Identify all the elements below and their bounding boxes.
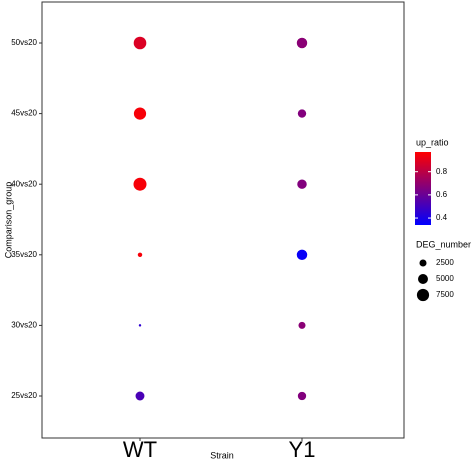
panel [41, 1, 405, 439]
size-legend-label: 2500 [436, 258, 454, 267]
y-tick-label: 25vs20 [11, 391, 37, 400]
size-legend-title: DEG_number [416, 239, 471, 249]
bubble [296, 249, 308, 261]
bubble [138, 324, 142, 327]
bubble [133, 36, 147, 50]
bubble [297, 179, 307, 189]
bubble [135, 391, 145, 401]
bubble [137, 252, 143, 258]
y-tick-label: 35vs20 [11, 250, 37, 259]
size-legend-label: 7500 [436, 290, 454, 299]
color-tick-label: 0.8 [436, 167, 448, 176]
color-tick-label: 0.6 [436, 190, 448, 199]
color-bar [415, 152, 431, 225]
size-legend-key [419, 259, 427, 267]
y-tick-label: 30vs20 [11, 321, 37, 330]
y-axis-label: Comparison_group [3, 182, 13, 259]
bubble [133, 107, 147, 120]
y-tick-label: 40vs20 [11, 179, 37, 188]
bubble [133, 177, 147, 191]
size-legend-key [416, 288, 430, 302]
y-tick-label: 45vs20 [11, 109, 37, 118]
color-legend-title: up_ratio [416, 137, 449, 147]
color-tick-label: 0.4 [436, 213, 448, 222]
size-legend-label: 5000 [436, 274, 454, 283]
bubble [297, 391, 307, 401]
x-axis-label: Strain [210, 450, 234, 460]
bubble [296, 37, 308, 49]
bubble [297, 109, 307, 118]
bubble [298, 321, 306, 329]
y-tick-label: 50vs20 [11, 38, 37, 47]
size-legend-key [418, 274, 428, 284]
